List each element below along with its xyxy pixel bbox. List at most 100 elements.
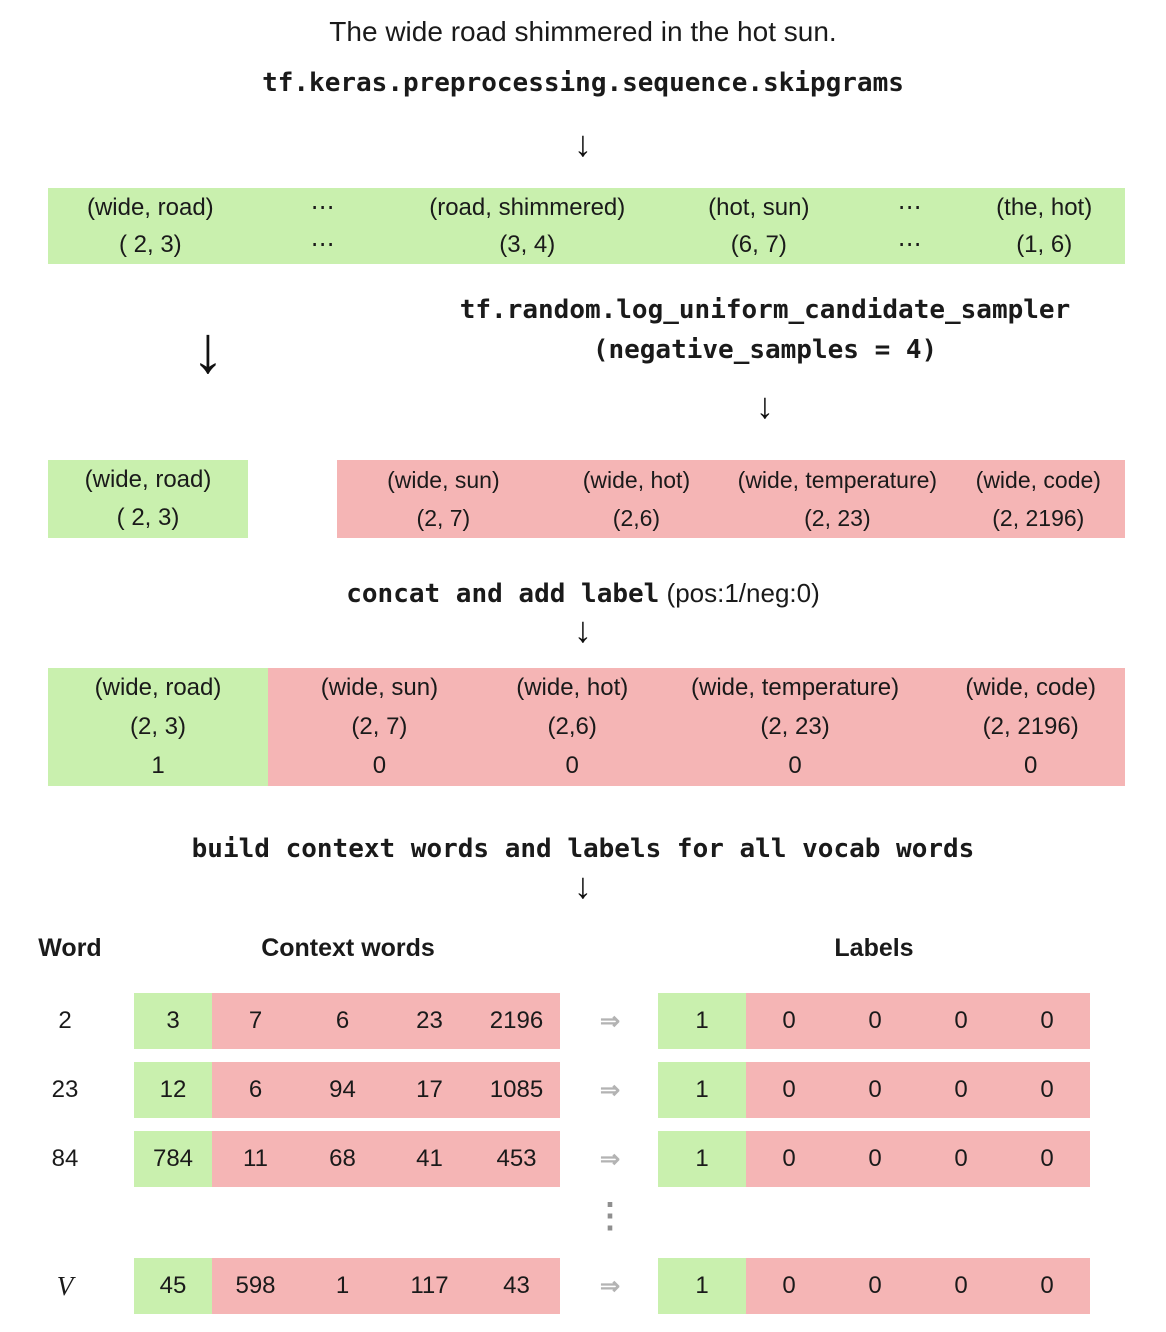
- vertical-ellipsis-icon: ⋮: [593, 1197, 627, 1235]
- sampler-function-label: tf.random.log_uniform_candidate_sampler …: [405, 290, 1125, 370]
- negative-context-value: 23: [416, 1007, 443, 1034]
- negative-labels-cell: 0 0 0 0: [746, 1062, 1090, 1118]
- negative-context-value: 17: [416, 1076, 443, 1103]
- negative-label-value: 0: [954, 1145, 968, 1172]
- skipgram-index-cell: ( 2, 3): [118, 230, 182, 258]
- concat-label: concat and add label: [346, 579, 660, 609]
- skipgram-word-cell: (hot, sun): [708, 193, 810, 221]
- skipgram-word-cell: (road, shimmered): [429, 193, 626, 221]
- row-word-label: 23: [51, 1076, 79, 1103]
- ellipsis-icon: ⋯: [310, 194, 335, 221]
- positive-sample-index: ( 2, 3): [116, 504, 180, 531]
- negative-context-value: 1085: [489, 1076, 544, 1103]
- row-word-label: 2: [58, 1007, 72, 1034]
- negative-label-value: 0: [868, 1076, 882, 1103]
- negative-columns: (wide, sun) (2, 7) 0 (wide, hot) (2,6) 0…: [268, 668, 1125, 786]
- negative-label: 0: [788, 752, 802, 780]
- negative-label: 0: [1024, 752, 1038, 780]
- negative-context-value: 7: [248, 1007, 263, 1034]
- negative-label-value: 0: [1040, 1007, 1054, 1034]
- negative-context-cell: 598 1 117 43: [212, 1258, 560, 1314]
- positive-sample-box: (wide, road) ( 2, 3): [48, 460, 248, 538]
- negative-label-value: 0: [868, 1272, 882, 1299]
- negative-label-value: 0: [1040, 1272, 1054, 1299]
- labels-header: Labels: [834, 933, 914, 962]
- ellipsis-icon: ⋯: [310, 231, 335, 258]
- negative-context-value: 43: [503, 1272, 530, 1299]
- skipgram-index-cell: (1, 6): [1016, 230, 1073, 258]
- negative-index: (2, 23): [760, 712, 830, 740]
- vocab-row: V 45 598 1 117 43 ⇒ 1 0 0 0 0: [0, 1258, 1166, 1314]
- down-arrow-icon: ↓: [574, 609, 592, 650]
- positive-word: (wide, road): [94, 673, 222, 701]
- skipgram-pairs-strip: (wide, road) ⋯ (road, shimmered) (hot, s…: [48, 188, 1125, 264]
- vocab-word-header: Word: [38, 933, 102, 962]
- positive-label-cell: 1: [658, 1131, 746, 1187]
- negative-context-cell: 6 94 17 1085: [212, 1062, 560, 1118]
- negative-column: (wide, code) (2, 2196) 0: [936, 668, 1125, 786]
- negative-word: (wide, temperature): [691, 673, 900, 701]
- row-word-label: V: [56, 1270, 74, 1301]
- negative-samples-box: (wide, sun) (wide, hot) (wide, temperatu…: [337, 460, 1125, 538]
- positive-index: (2, 3): [129, 712, 186, 740]
- concat-suffix-label: (pos:1/neg:0): [659, 578, 820, 608]
- positive-column: (wide, road) (2, 3) 1: [48, 668, 268, 786]
- negative-context-value: 94: [329, 1076, 356, 1103]
- down-arrow-icon: ↓: [574, 865, 592, 906]
- skipgram-index-cell: (3, 4): [499, 230, 556, 258]
- negative-sample-index: (2, 23): [804, 504, 871, 531]
- negative-context-value: 6: [248, 1076, 263, 1103]
- vocab-row: 23 12 6 94 17 1085 ⇒ 1 0 0 0 0: [0, 1062, 1166, 1118]
- down-arrow-icon: ↓: [574, 123, 592, 164]
- negative-labels-cell: 0 0 0 0: [746, 1258, 1090, 1314]
- positive-context-cell: 3: [134, 993, 212, 1049]
- positive-context-cell: 12: [134, 1062, 212, 1118]
- positive-label-cell: 1: [658, 993, 746, 1049]
- implies-arrow-icon: ⇒: [599, 1007, 621, 1035]
- negative-sample-word: (wide, temperature): [737, 466, 938, 493]
- positive-context-cell: 45: [134, 1258, 212, 1314]
- ellipsis-icon: ⋯: [897, 231, 922, 258]
- implies-arrow-icon: ⇒: [599, 1076, 621, 1104]
- down-arrow-icon: ↓: [756, 385, 774, 426]
- skipgram-indices-row: ( 2, 3) ⋯ (3, 4) (6, 7) ⋯ (1, 6): [48, 226, 1125, 263]
- negative-context-value: 453: [496, 1145, 537, 1172]
- negative-label-value: 0: [782, 1007, 796, 1034]
- negative-context-value: 2196: [489, 1007, 544, 1034]
- negative-column: (wide, temperature) (2, 23) 0: [654, 668, 937, 786]
- negative-label-value: 0: [1040, 1076, 1054, 1103]
- negative-sample-index: (2, 2196): [992, 504, 1085, 531]
- negative-context-cell: 11 68 41 453: [212, 1131, 560, 1187]
- negative-label-value: 0: [782, 1076, 796, 1103]
- sentence-title: The wide road shimmered in the hot sun.: [329, 16, 837, 47]
- positive-label: 1: [151, 752, 165, 780]
- positive-sample-word: (wide, road): [84, 466, 212, 493]
- negative-sample-word: (wide, code): [975, 466, 1101, 493]
- negative-word: (wide, hot): [516, 673, 629, 701]
- negative-context-cell: 7 6 23 2196: [212, 993, 560, 1049]
- positive-label-cell: 1: [658, 1062, 746, 1118]
- implies-arrow-icon: ⇒: [599, 1272, 621, 1300]
- row-word-label: 84: [51, 1145, 79, 1172]
- negative-context-value: 11: [243, 1145, 268, 1172]
- negative-context-value: 598: [235, 1272, 276, 1299]
- down-arrow-icon: ↓: [191, 312, 225, 386]
- sampler-function-args: (negative_samples = 4): [592, 335, 938, 365]
- positive-context-cell: 784: [134, 1131, 212, 1187]
- negative-context-value: 68: [329, 1145, 356, 1172]
- vocab-row: 2 3 7 6 23 2196 ⇒ 1 0 0 0 0: [0, 993, 1166, 1049]
- negative-index: (2,6): [547, 712, 597, 740]
- positive-label-cell: 1: [658, 1258, 746, 1314]
- negative-label-value: 0: [868, 1145, 882, 1172]
- skipgram-word-cell: (wide, road): [86, 193, 214, 221]
- negative-word: (wide, sun): [320, 673, 439, 701]
- negative-column: (wide, sun) (2, 7) 0: [268, 668, 491, 786]
- negative-index: (2, 7): [351, 712, 408, 740]
- skipgram-words-row: (wide, road) ⋯ (road, shimmered) (hot, s…: [48, 189, 1125, 226]
- negative-label-value: 0: [954, 1007, 968, 1034]
- negative-label-value: 0: [1040, 1145, 1054, 1172]
- build-label: build context words and labels for all v…: [191, 834, 975, 864]
- negative-label-value: 0: [782, 1272, 796, 1299]
- negative-sample-index: (2, 7): [416, 504, 471, 531]
- negative-sample-index: (2,6): [612, 504, 661, 531]
